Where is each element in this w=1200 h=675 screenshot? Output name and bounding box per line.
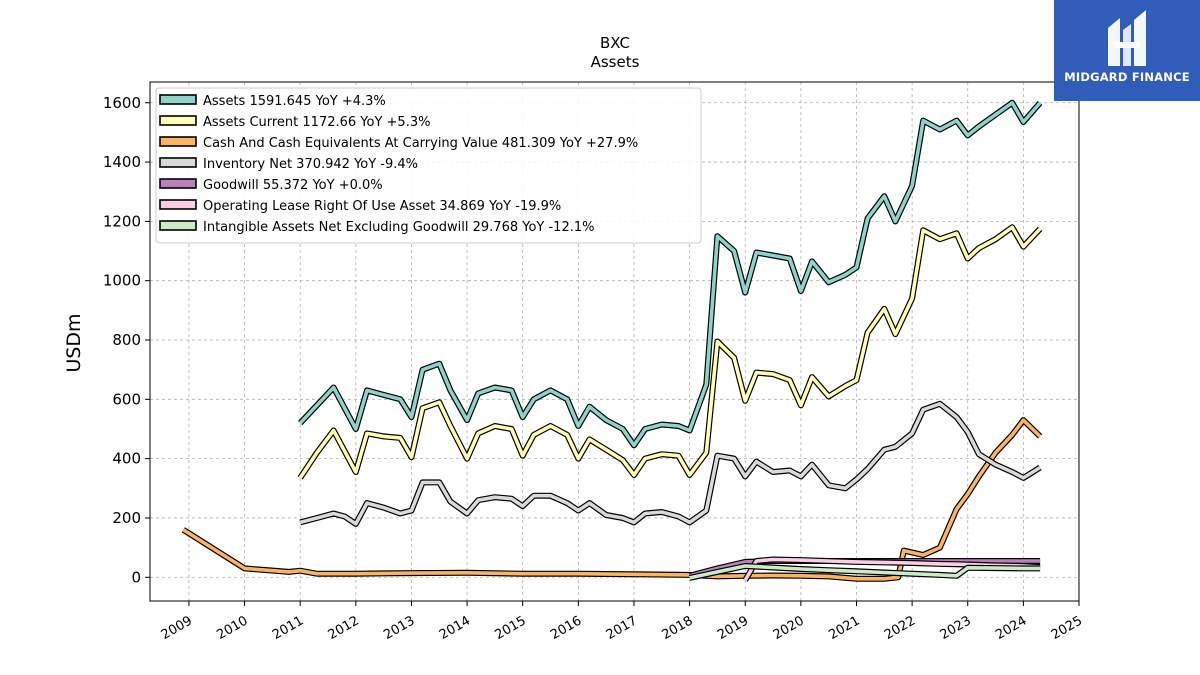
chart-title: BXC [600, 34, 630, 52]
x-tick-label: 2024 [993, 613, 1029, 643]
x-tick-label: 2019 [715, 613, 751, 643]
legend-box [155, 87, 702, 244]
y-tick-label: 1600 [103, 94, 141, 112]
y-axis-label: USDm [63, 313, 85, 372]
legend-swatch [159, 220, 197, 231]
y-tick-label: 400 [112, 450, 141, 468]
x-tick-label: 2021 [826, 613, 862, 643]
x-tick-label: 2012 [326, 613, 362, 643]
legend-label: Assets 1591.645 YoY +4.3% [203, 94, 386, 109]
midgard-finance-logo: MIDGARD FINANCE [1054, 0, 1200, 101]
legend: Assets 1591.645 YoY +4.3% Assets Current … [155, 87, 702, 244]
legend-swatch [159, 199, 197, 210]
series-line-3 [299, 402, 1042, 526]
x-tick-label: 2020 [771, 613, 807, 643]
y-tick-label: 1200 [103, 212, 141, 230]
x-tick-label: 2025 [1049, 613, 1085, 643]
x-tick-label: 2023 [938, 613, 974, 643]
legend-swatch [159, 136, 197, 147]
chart-subtitle: Assets [591, 53, 640, 71]
y-tick-label: 600 [112, 390, 141, 408]
series-outline-2 [181, 417, 1043, 582]
x-tick-label: 2018 [659, 613, 695, 643]
x-tick-label: 2009 [159, 613, 195, 643]
x-tick-label: 2014 [437, 613, 473, 643]
y-tick-label: 0 [131, 568, 141, 586]
series-line-1 [298, 225, 1042, 479]
legend-label: Goodwill 55.372 YoY +0.0% [203, 178, 383, 193]
legend-label: Inventory Net 370.942 YoY -9.4% [203, 157, 418, 172]
plot-frame [149, 81, 1080, 602]
legend-swatch [159, 94, 197, 105]
y-tick-label: 200 [112, 509, 141, 527]
series-line-0 [298, 101, 1042, 448]
x-tick-label: 2016 [548, 613, 584, 643]
y-tick-label: 800 [112, 331, 141, 349]
y-tick-label: 1400 [103, 153, 141, 171]
series-line-6 [689, 564, 1041, 580]
series-outline-3 [299, 400, 1042, 527]
x-tick-label: 2017 [604, 613, 640, 643]
series-line-2 [182, 418, 1042, 581]
x-tick-label: 2015 [493, 613, 529, 643]
x-tick-label: 2011 [270, 613, 306, 643]
logo-mark-icon [1108, 10, 1146, 66]
legend-swatch [159, 178, 197, 189]
legend-label: Operating Lease Right Of Use Asset 34.86… [203, 199, 561, 214]
y-tick-label: 1000 [103, 272, 141, 290]
series-layer [181, 99, 1043, 582]
legend-swatch [159, 157, 197, 168]
legend-swatch [159, 115, 197, 126]
x-tick-label: 2013 [381, 613, 417, 643]
x-tick-label: 2010 [214, 613, 250, 643]
legend-label: Cash And Cash Equivalents At Carrying Va… [203, 136, 638, 151]
x-tick-label: 2022 [882, 613, 918, 643]
legend-label: Assets Current 1172.66 YoY +5.3% [203, 115, 430, 130]
legend-label: Intangible Assets Net Excluding Goodwill… [203, 220, 594, 235]
logo-text: MIDGARD FINANCE [1064, 70, 1190, 84]
